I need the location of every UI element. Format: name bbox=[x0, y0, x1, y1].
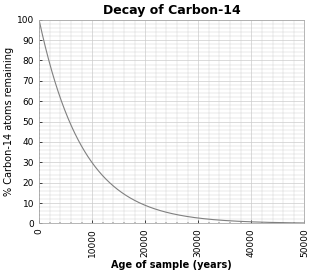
Y-axis label: % Carbon-14 atoms remaining: % Carbon-14 atoms remaining bbox=[4, 47, 14, 196]
X-axis label: Age of sample (years): Age of sample (years) bbox=[111, 260, 232, 270]
Title: Decay of Carbon-14: Decay of Carbon-14 bbox=[103, 4, 241, 17]
